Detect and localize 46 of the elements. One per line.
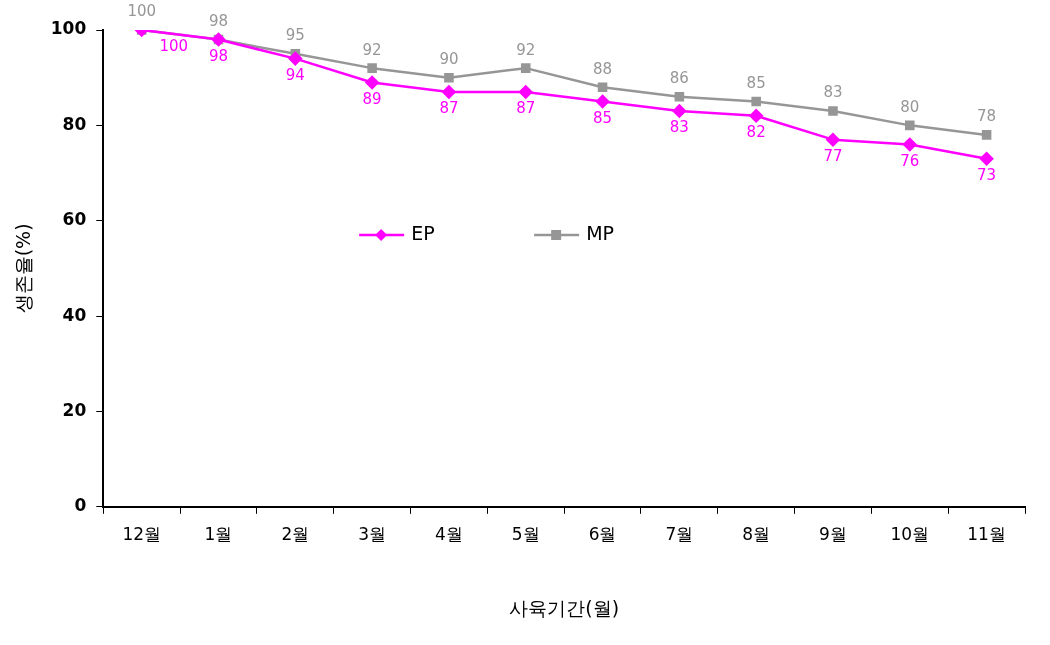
legend-label: EP <box>411 221 435 244</box>
legend-label: MP <box>586 221 614 244</box>
x-tick-label: 8월 <box>742 524 771 545</box>
data-label: 76 <box>900 151 920 170</box>
data-label: 80 <box>900 97 920 116</box>
data-label: 92 <box>516 40 536 59</box>
y-tick-label: 60 <box>62 209 87 230</box>
data-label: 77 <box>823 147 843 166</box>
x-tick-label: 9월 <box>819 524 847 545</box>
y-tick-label: 0 <box>74 495 87 516</box>
data-label: 100 <box>159 37 189 56</box>
data-label: 73 <box>977 166 997 185</box>
x-tick-label: 11월 <box>967 524 1006 545</box>
x-axis-title: 사육기간(월) <box>509 596 620 619</box>
data-label: 88 <box>593 59 613 78</box>
data-label: 95 <box>285 26 305 45</box>
data-label: 94 <box>285 66 305 84</box>
data-label: 89 <box>362 89 382 108</box>
x-tick-label: 12월 <box>122 524 162 545</box>
y-tick-label: 80 <box>62 113 87 134</box>
y-tick-label: 20 <box>62 399 87 420</box>
data-label: 83 <box>823 83 843 102</box>
data-label: 86 <box>669 69 689 88</box>
data-label: 87 <box>516 99 536 118</box>
data-label: 92 <box>362 40 382 59</box>
x-tick-label: 10월 <box>890 524 930 545</box>
y-tick-label: 100 <box>50 18 87 39</box>
x-tick-label: 5월 <box>511 524 540 545</box>
data-label: 78 <box>977 107 997 126</box>
y-tick-label: 40 <box>62 304 87 325</box>
data-label: 98 <box>208 11 229 30</box>
data-label: 85 <box>746 73 766 92</box>
x-tick-label: 7월 <box>665 524 694 545</box>
data-label: 85 <box>593 108 613 127</box>
x-tick-label: 2월 <box>281 524 310 545</box>
x-tick-label: 6월 <box>588 524 617 545</box>
data-label: 83 <box>669 118 689 137</box>
x-tick-label: 3월 <box>358 524 387 545</box>
data-label: 100 <box>127 2 157 21</box>
data-label: 98 <box>208 46 229 65</box>
y-axis-title: 생존율(%) <box>12 223 35 314</box>
data-label: 90 <box>439 50 459 69</box>
data-label: 82 <box>746 123 766 142</box>
x-tick-label: 1월 <box>204 524 233 545</box>
x-tick-label: 4월 <box>435 524 463 545</box>
data-label: 87 <box>439 99 459 118</box>
